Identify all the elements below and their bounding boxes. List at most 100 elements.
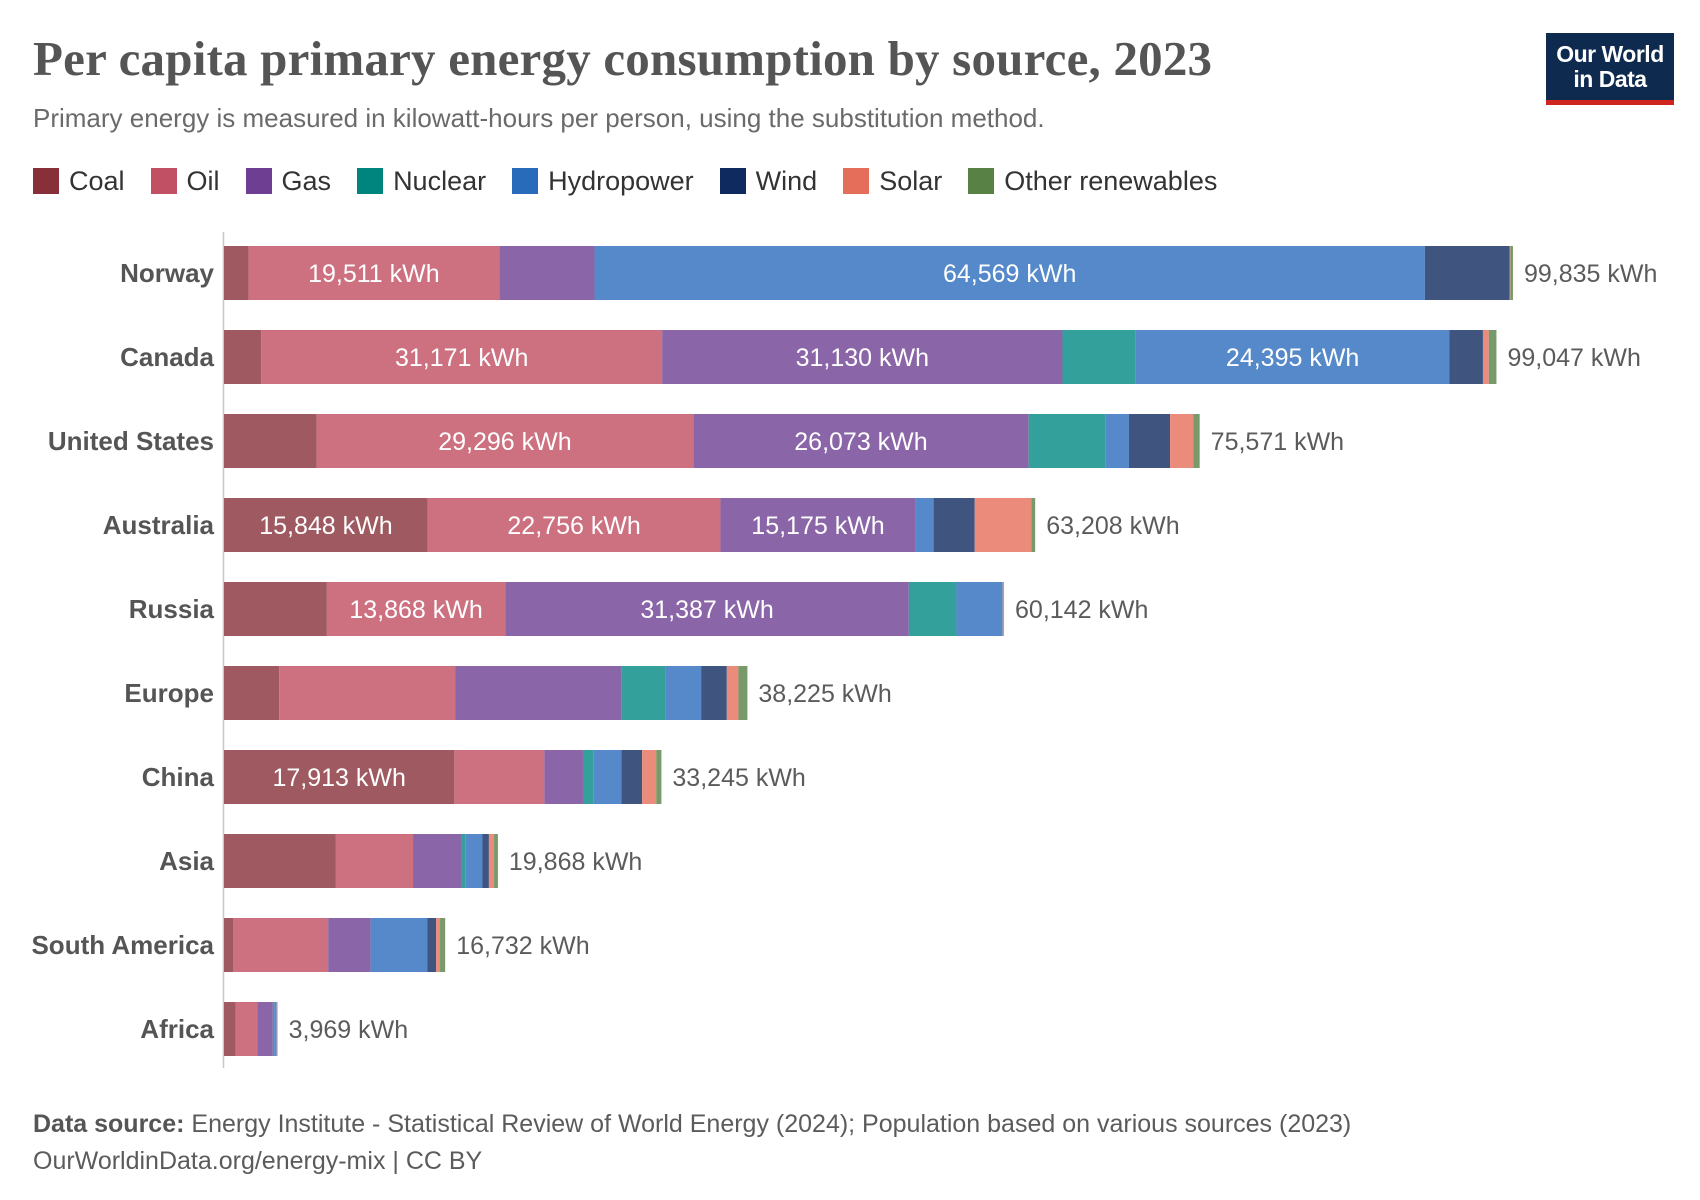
logo-line-1: Our World (1556, 41, 1664, 67)
bar-segment-oil (335, 834, 414, 888)
bar-segment-wind (427, 918, 437, 972)
segment-value-label: 17,913 kWh (272, 764, 405, 792)
total-value-label: 60,142 kWh (1015, 596, 1148, 624)
bar-segment-coal (224, 498, 428, 552)
bar-segment-wind (701, 666, 727, 720)
segment-value-label: 24,395 kWh (1226, 344, 1359, 372)
bar-segment-oil (316, 414, 694, 468)
bar-segment-coal (224, 330, 262, 384)
category-label: China (142, 762, 215, 792)
bar-segment-coal (224, 414, 317, 468)
url-license-line: OurWorldinData.org/energy-mix | CC BY (33, 1147, 483, 1175)
bar-segment-coal (224, 750, 455, 804)
category-label: United States (48, 426, 214, 456)
legend-item-other-renewables[interactable]: Other renewables (968, 166, 1217, 197)
chart-footer: Data source: Energy Institute - Statisti… (33, 1106, 1351, 1180)
bar-segment-gas (455, 666, 622, 720)
total-value-label: 19,868 kWh (509, 848, 642, 876)
bar-segment-nuclear (621, 666, 666, 720)
total-value-label: 16,732 kWh (456, 932, 589, 960)
category-label: Australia (103, 510, 215, 540)
bar-segment-gas (544, 750, 583, 804)
segment-value-label: 26,073 kWh (794, 428, 927, 456)
legend-swatch (719, 168, 746, 194)
total-value-label: 99,835 kWh (1524, 260, 1657, 288)
legend-swatch (33, 168, 59, 194)
total-value-label: 75,571 kWh (1211, 428, 1344, 456)
bar-segment-wind (1449, 330, 1483, 384)
bar-segment-oil (326, 582, 506, 636)
bar-segment-solar (1509, 246, 1511, 300)
bar-segment-wind (1128, 414, 1171, 468)
legend-item-gas[interactable]: Gas (245, 166, 331, 197)
bar-segment-hydropower (274, 1002, 277, 1056)
bar-segment-oil (235, 1002, 258, 1056)
total-value-label: 99,047 kWh (1507, 344, 1640, 372)
chart-legend: Coal Oil Gas Nuclear Hydropower Wind Solar Othe… (33, 163, 1243, 199)
owid-logo[interactable]: Our World in Data (1546, 33, 1674, 105)
segment-value-label: 31,387 kWh (640, 596, 773, 624)
legend-item-solar[interactable]: Solar (843, 166, 942, 197)
category-label: Africa (140, 1014, 214, 1044)
legend-item-oil[interactable]: Oil (150, 165, 220, 197)
bar-segment-gas (505, 582, 909, 636)
category-label: Asia (159, 846, 214, 876)
segment-value-label: 22,756 kWh (507, 512, 640, 540)
bar-segment-nuclear (1028, 414, 1106, 468)
bar-segment-hydropower (465, 834, 483, 888)
chart-subtitle: Primary energy is measured in kilowatt-h… (33, 103, 1045, 133)
legend-swatch (357, 168, 384, 194)
bar-segment-nuclear (582, 750, 594, 804)
bar-segment-gas (693, 414, 1029, 468)
data-source-text: Energy Institute - Statistical Review of… (191, 1110, 1352, 1138)
legend-item-wind[interactable]: Wind (719, 165, 818, 197)
bar-segment-gas (662, 330, 1063, 384)
total-value-label: 38,225 kWh (758, 680, 891, 708)
legend-swatch (245, 168, 272, 194)
bar-segment-other-renewables (738, 666, 748, 720)
total-value-label: 33,245 kWh (672, 764, 805, 792)
legend-label: Hydropower (548, 165, 694, 196)
category-label: Canada (120, 342, 214, 372)
legend-label: Solar (879, 165, 943, 196)
legend-label: Nuclear (393, 165, 487, 196)
bar-segment-solar (436, 918, 441, 972)
bar-segment-coal (224, 246, 249, 300)
legend-item-hydropower[interactable]: Hydropower (512, 166, 694, 197)
legend-label: Coal (69, 165, 125, 196)
segment-value-label: 15,175 kWh (751, 512, 884, 540)
bar-segment-hydropower (593, 750, 622, 804)
legend-label: Wind (755, 165, 818, 196)
bar-segment-gas (328, 918, 371, 972)
bar-segment-gas (720, 498, 916, 552)
bar-segment-nuclear (908, 582, 957, 636)
bar-segment-other-renewables (440, 918, 446, 972)
data-source-label: Data source: (33, 1110, 185, 1138)
bar-segment-coal (224, 834, 336, 888)
category-label: Russia (129, 594, 215, 624)
bar-segment-hydropower (915, 498, 934, 552)
category-label: Europe (124, 678, 214, 708)
bar-segment-oil (427, 498, 721, 552)
bar-segment-solar (974, 498, 1032, 552)
bar-segment-wind (621, 750, 643, 804)
legend-label: Oil (186, 165, 220, 196)
category-label: South America (31, 930, 214, 960)
segment-value-label: 13,868 kWh (349, 596, 482, 624)
legend-item-nuclear[interactable]: Nuclear (357, 166, 486, 197)
bar-segment-hydropower (594, 246, 1425, 300)
bar-segment-oil (279, 666, 456, 720)
bar-segment-solar (488, 834, 495, 888)
bar-segment-nuclear (461, 834, 466, 888)
data-source-line: Data source: Energy Institute - Statisti… (33, 1106, 1351, 1143)
bar-segment-other-renewables (656, 750, 662, 804)
legend-item-coal[interactable]: Coal (33, 166, 125, 197)
legend-swatch (968, 168, 995, 194)
stacked-bar-chart: Norway 19,511 kWh 64,569 kWh 99,835 kWh Cana… (31, 232, 1657, 1068)
bar-segment-coal (224, 582, 327, 636)
legend-label: Other renewables (1004, 165, 1218, 196)
segment-value-label: 64,569 kWh (943, 260, 1076, 288)
bar-segment-hydropower (665, 666, 702, 720)
bar-segment-oil (454, 750, 545, 804)
bar-segment-oil (261, 330, 663, 384)
